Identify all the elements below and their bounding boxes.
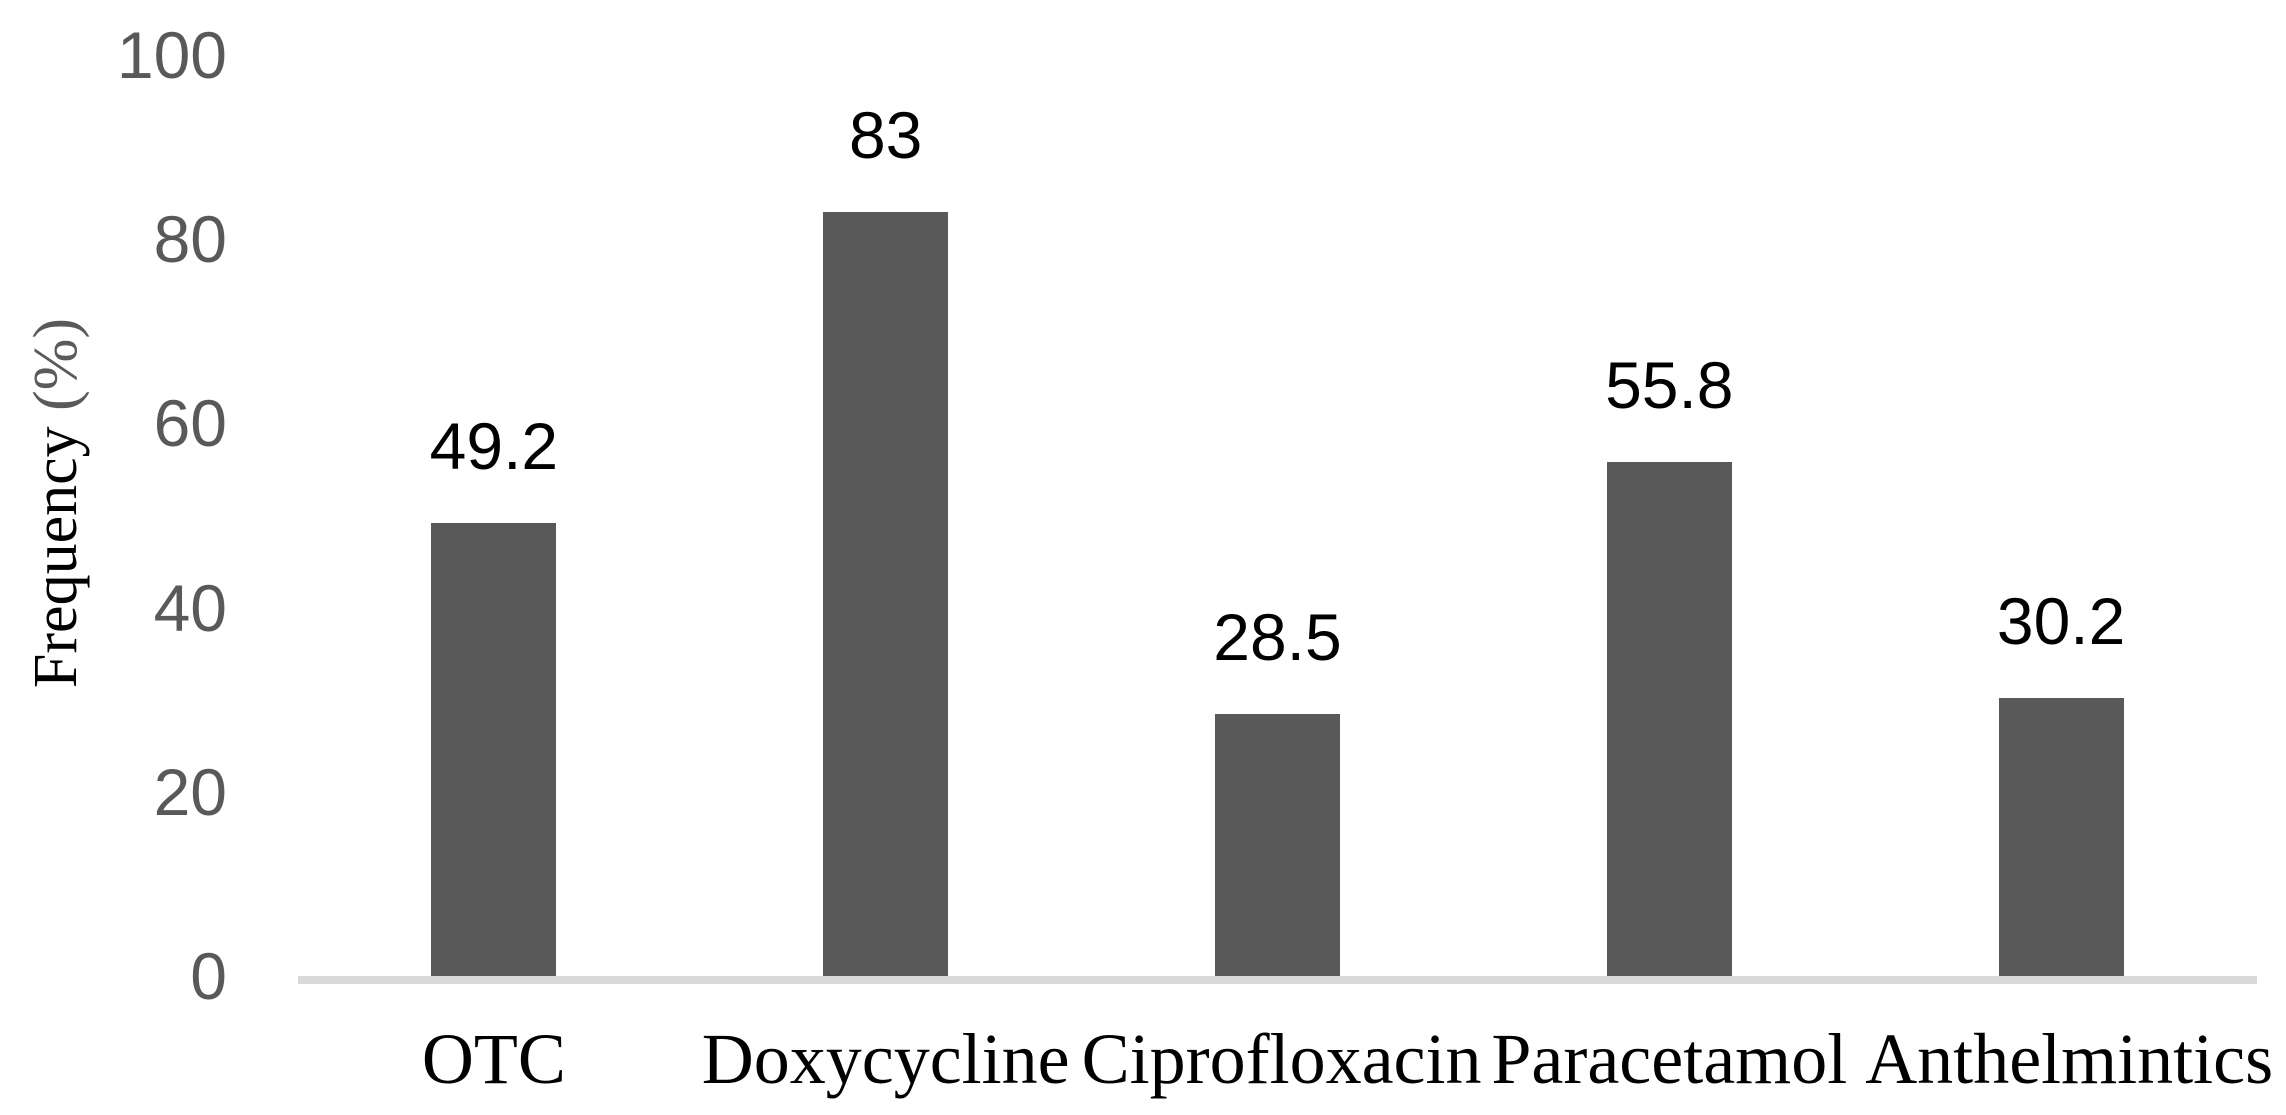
- y-tick-label-20: 20: [153, 754, 227, 829]
- bar-ciprofloxacin: [1215, 713, 1340, 976]
- value-label-doxycycline: 83: [848, 97, 923, 172]
- bar-otc: [431, 522, 557, 976]
- bar-doxycycline: [823, 211, 949, 976]
- bar-anthelmintics: [1998, 697, 2124, 976]
- value-label-paracetamol: 55.8: [1605, 348, 1734, 423]
- y-tick-label-80: 80: [153, 202, 227, 277]
- x-axis-line: [298, 976, 2257, 984]
- category-label-anthelmintics: Anthelmintics: [1865, 1019, 2274, 1099]
- category-label-otc: OTC: [421, 1019, 566, 1099]
- y-tick-label-100: 100: [116, 18, 227, 92]
- y-tick-label-40: 40: [153, 570, 227, 645]
- value-label-otc: 49.2: [429, 408, 559, 483]
- y-tick-label-60: 60: [153, 386, 227, 461]
- category-label-ciprofloxacin: Ciprofloxacin: [1081, 1019, 1482, 1099]
- category-label-paracetamol: Paracetamol: [1491, 1019, 1848, 1099]
- category-label-doxycycline: Doxycycline: [701, 1019, 1070, 1099]
- bar-paracetamol: [1606, 462, 1732, 976]
- value-label-anthelmintics: 30.2: [1996, 583, 2126, 658]
- value-label-ciprofloxacin: 28.5: [1213, 599, 1342, 674]
- y-tick-label-0: 0: [190, 939, 227, 1013]
- y-axis-title: Frequency (%): [22, 293, 90, 713]
